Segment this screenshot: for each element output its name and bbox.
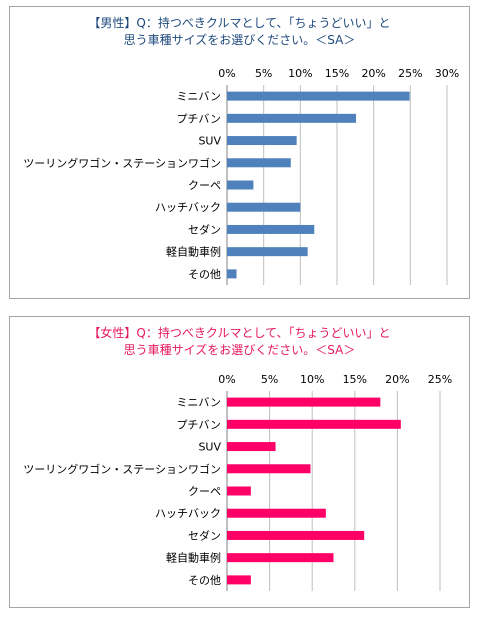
- category-label: ツーリングワゴン・ステーションワゴン: [23, 462, 221, 476]
- category-label: プチバン: [176, 112, 221, 125]
- bar: [227, 575, 251, 585]
- category-label: ツーリングワゴン・ステーションワゴン: [23, 156, 221, 170]
- bar: [227, 247, 308, 257]
- category-label: プチバン: [176, 418, 221, 431]
- bar: [227, 180, 254, 190]
- category-label: ミニバン: [176, 90, 221, 103]
- x-tick-label: 10%: [300, 373, 324, 386]
- category-label: 軽自動車例: [166, 551, 221, 565]
- category-label: セダン: [188, 528, 221, 542]
- bar: [227, 419, 401, 429]
- chart-title: 【女性】Q：持つべきクルマとして、「ちょうどいい」と 思う車種サイズをお選びくだ…: [10, 325, 469, 359]
- x-tick-label: 30%: [435, 67, 459, 80]
- bar: [227, 553, 334, 563]
- bar: [227, 202, 301, 212]
- x-tick-label: 15%: [343, 373, 367, 386]
- category-label: ハッチバック: [155, 507, 221, 520]
- category-label: クーペ: [188, 485, 221, 498]
- bar: [227, 113, 357, 123]
- bar: [227, 91, 410, 101]
- chart-title-line1: 【男性】Q：持つべきクルマとして、「ちょうどいい」と: [88, 16, 391, 30]
- category-label: ハッチバック: [155, 201, 221, 214]
- female-chart-panel: 【女性】Q：持つべきクルマとして、「ちょうどいい」と 思う車種サイズをお選びくだ…: [9, 316, 470, 608]
- category-label: クーペ: [188, 179, 221, 192]
- x-tick-label: 20%: [361, 67, 385, 80]
- category-label: セダン: [188, 222, 221, 236]
- bar: [227, 508, 326, 518]
- x-tick-label: 5%: [255, 67, 272, 80]
- x-tick-label: 10%: [288, 67, 312, 80]
- category-label: その他: [188, 574, 221, 587]
- bar: [227, 224, 315, 234]
- x-tick-label: 25%: [398, 67, 422, 80]
- chart-title: 【男性】Q：持つべきクルマとして、「ちょうどいい」と 思う車種サイズをお選びくだ…: [10, 15, 469, 49]
- category-label: 軽自動車例: [166, 245, 221, 259]
- x-tick-label: 5%: [261, 373, 278, 386]
- male-chart-panel: 【男性】Q：持つべきクルマとして、「ちょうどいい」と 思う車種サイズをお選びくだ…: [9, 6, 470, 299]
- category-label: SUV: [198, 441, 221, 454]
- bar: [227, 269, 237, 279]
- bar: [227, 464, 311, 474]
- category-label: その他: [188, 268, 221, 281]
- chart-title-line2: 思う車種サイズをお選びください。＜SA＞: [123, 33, 356, 47]
- x-tick-label: 15%: [325, 67, 349, 80]
- category-label: ミニバン: [176, 396, 221, 409]
- bar: [227, 442, 276, 452]
- x-tick-label: 25%: [428, 373, 452, 386]
- bar: [227, 397, 381, 407]
- x-tick-label: 0%: [218, 67, 235, 80]
- bar: [227, 136, 297, 146]
- chart-title-line2: 思う車種サイズをお選びください。＜SA＞: [123, 343, 356, 357]
- x-tick-label: 0%: [218, 373, 235, 386]
- x-tick-label: 20%: [385, 373, 409, 386]
- bar: [227, 486, 251, 496]
- bar: [227, 530, 365, 540]
- category-label: SUV: [198, 135, 221, 148]
- bar: [227, 158, 291, 168]
- chart-title-line1: 【女性】Q：持つべきクルマとして、「ちょうどいい」と: [88, 326, 391, 340]
